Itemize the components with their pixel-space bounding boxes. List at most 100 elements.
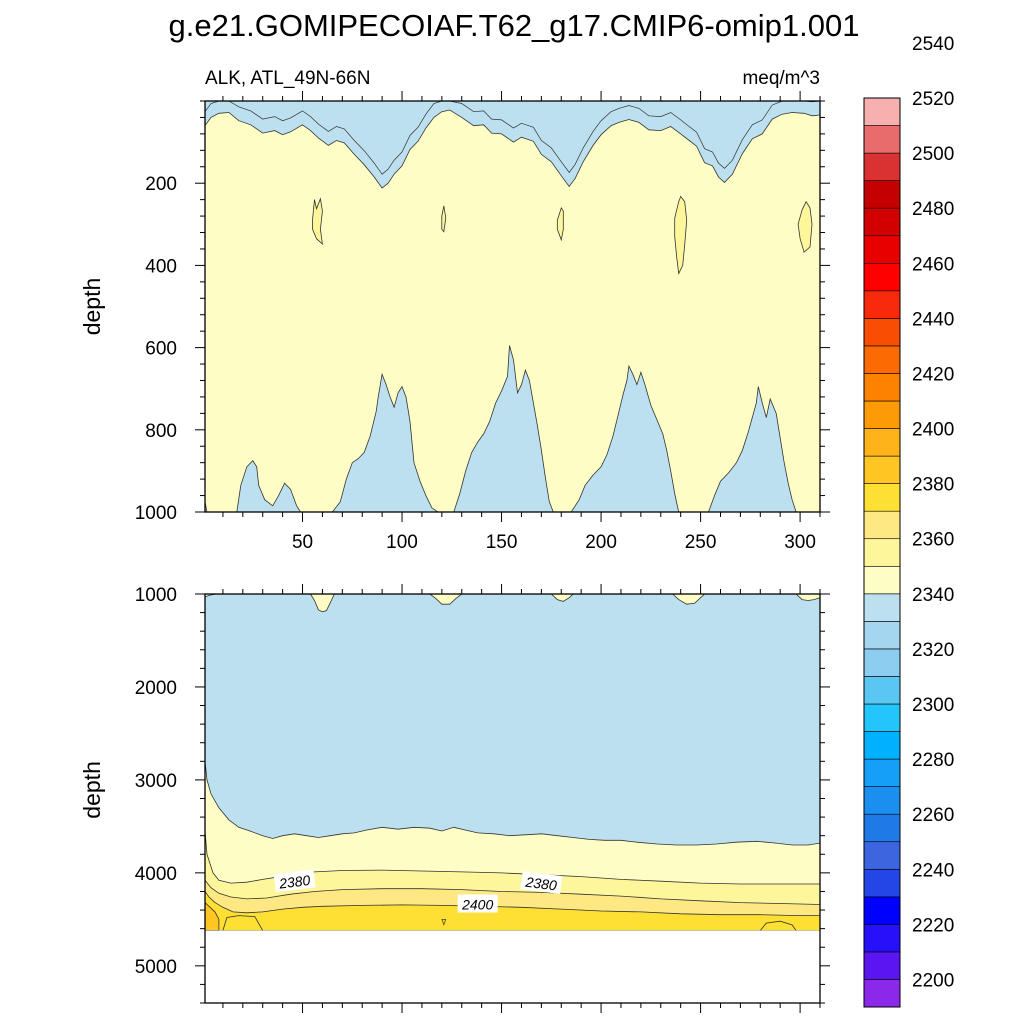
colorbar-box xyxy=(863,786,901,815)
colorbar-box xyxy=(863,896,901,925)
lens xyxy=(797,200,813,253)
y-tick-label: 1000 xyxy=(135,585,177,606)
deep-patch xyxy=(708,386,797,512)
bottom-contour xyxy=(222,915,264,931)
contour-label: 2400 xyxy=(457,894,498,913)
y-tick-label: 1000 xyxy=(135,503,177,524)
colorbar-label: 2540 xyxy=(912,34,954,55)
contour-label-text: 2400 xyxy=(461,897,493,913)
colorbar-box xyxy=(863,676,901,705)
upper-panel: 50 100 150 200 250 300 200 400 600 800 1000 depth xyxy=(79,91,830,553)
colorbar-box xyxy=(863,180,901,209)
colorbar-label: 2460 xyxy=(912,254,954,275)
colorbar-box xyxy=(863,483,901,512)
lens xyxy=(441,205,447,233)
colorbar-label: 2280 xyxy=(912,750,954,771)
contour-label-text: 2380 xyxy=(524,874,558,894)
colorbar-label: 2380 xyxy=(912,475,954,496)
colorbar-box xyxy=(863,235,901,264)
colorbar-box xyxy=(863,703,901,732)
colorbar-box xyxy=(863,290,901,319)
x-tick-label: 250 xyxy=(685,532,717,553)
x-tick-label: 150 xyxy=(486,532,518,553)
colorbar-box xyxy=(863,428,901,457)
top-bump xyxy=(310,594,335,613)
colorbar-label: 2240 xyxy=(912,860,954,881)
y-tick-label: 800 xyxy=(145,421,177,442)
colorbar-label: 2300 xyxy=(912,695,954,716)
colorbar-label: 2520 xyxy=(912,89,954,110)
deep-patch xyxy=(570,364,680,512)
missing-region xyxy=(205,930,820,1003)
colorbar-box xyxy=(863,455,901,484)
y-tick-label: 400 xyxy=(145,256,177,277)
deep-patch xyxy=(236,459,301,512)
x-tick-label: 100 xyxy=(386,532,418,553)
lens xyxy=(556,206,564,242)
surface-contour xyxy=(205,109,820,189)
colorbar-box xyxy=(863,593,901,622)
top-bump xyxy=(429,594,463,605)
colorbar-box xyxy=(863,400,901,429)
colorbar-box xyxy=(863,813,901,843)
colorbar-label: 2400 xyxy=(912,420,954,441)
contour-label: 2380 xyxy=(520,871,563,894)
y-tick-label: 4000 xyxy=(135,864,177,885)
y-tick-label: 5000 xyxy=(135,957,177,978)
left-subtitle: ALK, ATL_49N-66N xyxy=(205,68,370,89)
colorbar-box xyxy=(863,318,901,347)
colorbar-box xyxy=(863,510,901,540)
contour-label: 2380 xyxy=(273,869,316,893)
small-patch xyxy=(441,919,447,926)
lower-field xyxy=(205,594,820,931)
colorbar-label: 2200 xyxy=(912,970,954,991)
colorbar-box xyxy=(863,758,901,787)
colorbar-box xyxy=(863,868,901,898)
colorbar-box xyxy=(863,979,901,1008)
colorbar-box xyxy=(863,648,901,677)
colorbar-label: 2420 xyxy=(912,364,954,385)
colorbar-box xyxy=(863,924,901,953)
y-tick-label: 600 xyxy=(145,339,177,360)
colorbar-label: 2440 xyxy=(912,309,954,330)
colorbar-box xyxy=(863,731,901,760)
colorbar-label: 2220 xyxy=(912,915,954,936)
lower-ylabel: depth xyxy=(79,761,105,819)
colorbar-label: 2360 xyxy=(912,530,954,551)
colorbar-box xyxy=(863,152,901,181)
colorbar-box xyxy=(863,262,901,292)
top-bump xyxy=(672,594,706,605)
colorbar-box xyxy=(863,345,901,374)
colorbar-frame xyxy=(863,97,901,1008)
colorbar-box xyxy=(863,951,901,980)
contour-label-bg xyxy=(520,871,563,894)
colorbar-label: 2260 xyxy=(912,805,954,826)
deep-patch xyxy=(453,345,554,512)
chart-title: g.e21.GOMIPECOIAF.T62_g17.CMIP6-omip1.00… xyxy=(169,8,860,43)
mid-band xyxy=(205,110,820,512)
contour-label-text: 2380 xyxy=(277,872,311,892)
top-bump xyxy=(550,594,574,602)
contour-label-bg xyxy=(273,869,316,893)
colorbar-box xyxy=(863,125,901,154)
colorbar-box xyxy=(863,538,901,567)
upper-field xyxy=(205,101,820,512)
y-tick-label: 200 xyxy=(145,174,177,195)
y-tick-label: 2000 xyxy=(135,678,177,699)
top-bump xyxy=(795,594,820,601)
top-bump xyxy=(205,594,217,598)
x-tick-label: 200 xyxy=(585,532,617,553)
x-tick-label: 50 xyxy=(292,532,313,553)
upper-panel-frame xyxy=(204,100,821,513)
surface-contour-inner xyxy=(205,101,820,175)
colorbar-label: 2480 xyxy=(912,199,954,220)
deep-patch xyxy=(331,372,439,512)
y-tick-label: 3000 xyxy=(135,771,177,792)
lower-panel: 2380 2380 2400 1000 2000 3000 4000 5000 depth xyxy=(79,584,830,1013)
colorbar-label: 2340 xyxy=(912,585,954,606)
contour-label-bg xyxy=(457,894,498,913)
colorbar-label: 2320 xyxy=(912,640,954,661)
colorbar: 2200 2220 2240 2260 2280 2300 2320 2340 2360 2380… xyxy=(863,34,954,1008)
upper-ylabel: depth xyxy=(79,278,105,336)
